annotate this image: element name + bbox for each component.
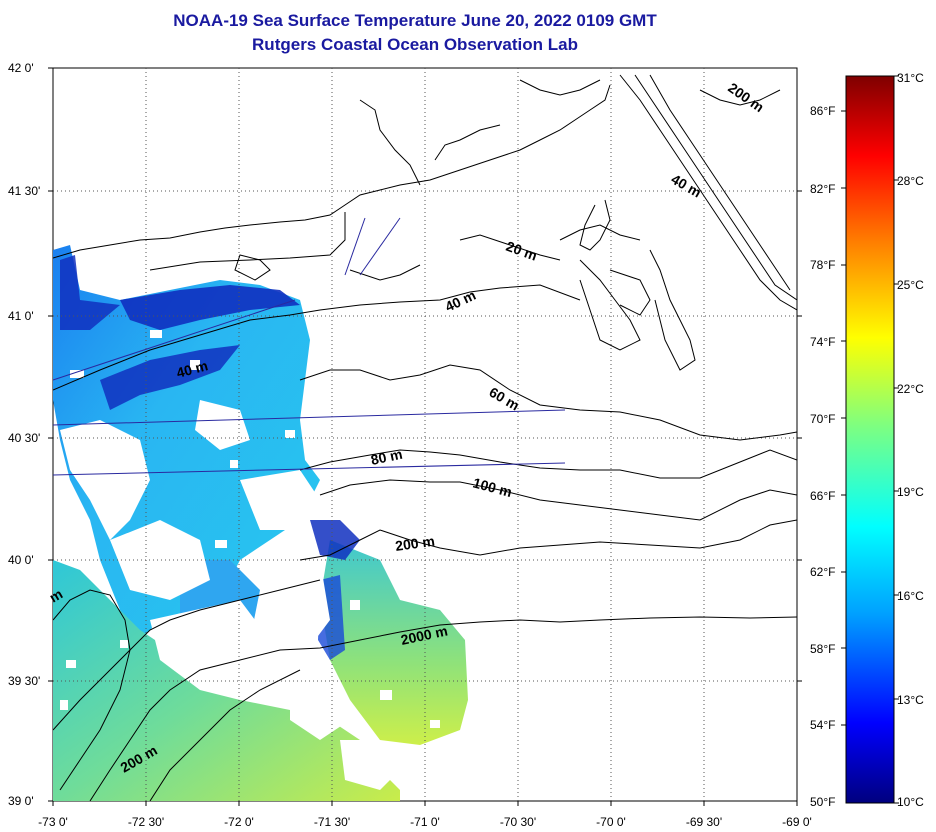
f-tick-label: 82°F bbox=[810, 182, 835, 196]
f-tick-label: 54°F bbox=[810, 718, 835, 732]
colorbar-ticks bbox=[841, 75, 899, 804]
longitude-labels: -73 0' -72 30' -72 0' -71 30' -71 0' -70… bbox=[38, 815, 812, 829]
transect-lines bbox=[52, 217, 566, 476]
f-tick-label: 62°F bbox=[810, 565, 835, 579]
lon-label: -71 30' bbox=[314, 815, 350, 829]
c-tick-label: 22°C bbox=[897, 382, 924, 396]
map-title: NOAA-19 Sea Surface Temperature June 20,… bbox=[173, 11, 657, 30]
f-tick-label: 58°F bbox=[810, 642, 835, 656]
f-tick-label: 66°F bbox=[810, 489, 835, 503]
lat-label: 39 0' bbox=[8, 794, 34, 808]
map-subtitle: Rutgers Coastal Ocean Observation Lab bbox=[252, 35, 578, 54]
lat-label: 42 0' bbox=[8, 61, 34, 75]
f-tick-label: 86°F bbox=[810, 104, 835, 118]
bathymetry-contours bbox=[53, 74, 797, 801]
lat-label: 40 30' bbox=[8, 431, 40, 445]
lon-label: -72 0' bbox=[224, 815, 254, 829]
c-tick-label: 31°C bbox=[897, 71, 924, 85]
depth-label: 40 m bbox=[175, 357, 210, 381]
c-tick-label: 13°C bbox=[897, 693, 924, 707]
f-tick-label: 78°F bbox=[810, 258, 835, 272]
sst-region-slope bbox=[53, 560, 400, 801]
graticule bbox=[53, 68, 797, 801]
coastline bbox=[53, 84, 696, 371]
depth-label: 200 m bbox=[394, 533, 436, 554]
lat-label: 41 30' bbox=[8, 184, 40, 198]
lon-label: -69 0' bbox=[782, 815, 812, 829]
lon-label: -72 30' bbox=[128, 815, 164, 829]
lon-label: -70 0' bbox=[596, 815, 626, 829]
lon-label: -73 0' bbox=[38, 815, 68, 829]
axis-ticks bbox=[48, 67, 802, 806]
fahrenheit-scale: 86°F 82°F 78°F 74°F 70°F 66°F 62°F 58°F … bbox=[810, 104, 835, 809]
lon-label: -69 30' bbox=[686, 815, 722, 829]
f-tick-label: 50°F bbox=[810, 795, 835, 809]
colorbar bbox=[845, 75, 895, 804]
lat-label: 39 30' bbox=[8, 674, 40, 688]
c-tick-label: 16°C bbox=[897, 589, 924, 603]
lon-label: -70 30' bbox=[500, 815, 536, 829]
c-tick-label: 10°C bbox=[897, 795, 924, 809]
c-tick-label: 28°C bbox=[897, 174, 924, 188]
lon-label: -71 0' bbox=[410, 815, 440, 829]
c-tick-label: 19°C bbox=[897, 485, 924, 499]
f-tick-label: 74°F bbox=[810, 335, 835, 349]
latitude-labels: 42 0' 41 30' 41 0' 40 30' 40 0' 39 30' 3… bbox=[8, 61, 40, 808]
lat-label: 41 0' bbox=[8, 309, 34, 323]
lat-label: 40 0' bbox=[8, 553, 34, 567]
celsius-scale: 31°C 28°C 25°C 22°C 19°C 16°C 13°C 10°C bbox=[897, 71, 924, 809]
c-tick-label: 25°C bbox=[897, 278, 924, 292]
sst-data-layer bbox=[53, 245, 468, 801]
depth-label: 80 m bbox=[369, 446, 404, 468]
sst-region-offshore bbox=[320, 540, 468, 745]
f-tick-label: 70°F bbox=[810, 412, 835, 426]
